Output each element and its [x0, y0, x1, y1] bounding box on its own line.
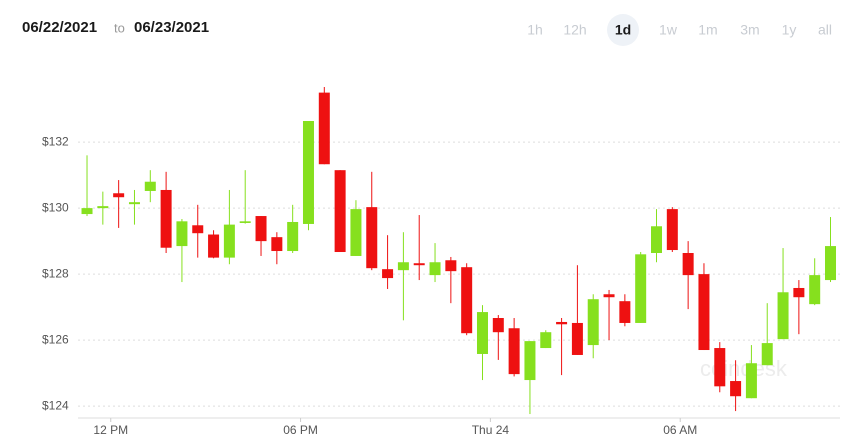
candle-body: [81, 208, 93, 215]
candle-body: [603, 294, 615, 298]
candle-body: [350, 209, 362, 256]
candle-body: [287, 221, 299, 252]
date-from: 06/22/2021: [22, 19, 97, 36]
candle-body: [730, 381, 742, 397]
candle-body: [714, 348, 726, 387]
candle-body: [777, 292, 789, 340]
candle-body: [492, 318, 504, 333]
timeframe-button[interactable]: 1y: [782, 22, 797, 38]
candle-body: [650, 226, 662, 253]
candle-body: [239, 221, 251, 223]
candle-body: [793, 287, 805, 298]
candle-body: [382, 269, 394, 279]
candle-body: [619, 301, 631, 323]
candle-body: [698, 274, 710, 351]
candle-body: [524, 341, 536, 381]
timeframe-button[interactable]: 1d: [615, 22, 631, 38]
candle-body: [445, 260, 457, 272]
candle-body: [302, 121, 314, 224]
x-tick-label: Thu 24: [472, 423, 510, 437]
candle-body: [192, 225, 204, 234]
candle-body: [144, 181, 156, 191]
candle-body: [635, 254, 647, 323]
timeframe-button[interactable]: 1w: [659, 22, 678, 38]
candle-body: [571, 322, 583, 355]
candle-body: [208, 234, 220, 258]
y-tick-label: $132: [42, 134, 69, 148]
y-tick-label: $130: [42, 200, 69, 214]
candle-body: [176, 221, 188, 247]
x-tick-label: 12 PM: [93, 423, 128, 437]
timeframe-button[interactable]: 1m: [698, 22, 717, 38]
y-tick-label: $128: [42, 266, 69, 280]
candle-body: [809, 275, 821, 305]
candle-body: [255, 216, 267, 242]
candle-body: [160, 189, 172, 248]
timeframe-button[interactable]: 3m: [740, 22, 759, 38]
candle-body: [476, 312, 488, 354]
timeframe-selected-bg: [607, 14, 639, 46]
candle-body: [461, 267, 473, 334]
timeframe-button[interactable]: 12h: [563, 22, 586, 38]
candle-body: [587, 299, 599, 346]
timeframe-button[interactable]: all: [818, 22, 832, 38]
date-separator: to: [114, 20, 125, 35]
candle-body: [223, 224, 235, 258]
date-to: 06/23/2021: [134, 19, 209, 36]
y-tick-label: $124: [42, 398, 69, 412]
x-tick-label: 06 AM: [663, 423, 697, 437]
candle-body: [745, 363, 757, 399]
candle-body: [318, 92, 330, 165]
candle-body: [825, 246, 837, 281]
candle-body: [334, 170, 346, 253]
candle-body: [682, 253, 694, 276]
y-tick-label: $126: [42, 332, 69, 346]
x-tick-label: 06 PM: [283, 423, 318, 437]
candle-body: [271, 237, 283, 252]
candle-body: [397, 262, 409, 271]
candle-body: [413, 263, 425, 266]
candle-body: [556, 321, 568, 325]
timeframe-button[interactable]: 1h: [527, 22, 543, 38]
candle-body: [429, 262, 441, 276]
candle-body: [113, 193, 125, 198]
candle-body: [761, 343, 773, 366]
candle-body: [666, 209, 678, 251]
candle-body: [97, 206, 109, 209]
candle-body: [508, 328, 520, 375]
watermark: coindesk: [700, 356, 788, 381]
candle-body: [128, 202, 140, 205]
candle-body: [540, 332, 552, 349]
candle-body: [366, 207, 378, 269]
